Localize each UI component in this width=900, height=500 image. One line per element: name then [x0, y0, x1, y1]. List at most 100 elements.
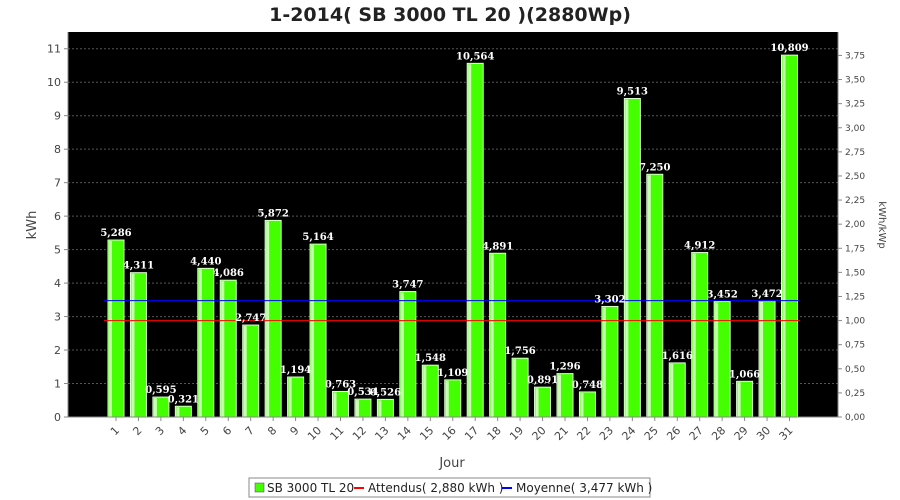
bar-highlight [737, 382, 741, 417]
bar-group [129, 272, 147, 418]
grid [68, 48, 838, 385]
legend-label: Attendus( 2,880 kWh ) [368, 481, 503, 495]
x-tick-label: 11 [328, 424, 347, 443]
bar-highlight [266, 221, 270, 417]
bar-highlight [760, 301, 764, 417]
y2-tick-label: 1,25 [845, 292, 865, 302]
y2-tick-label: 1,75 [845, 244, 865, 254]
data-label: 10,809 [770, 43, 808, 54]
bar-highlight [535, 388, 539, 417]
x-tick-label: 19 [507, 424, 526, 443]
y2-tick-label: 3,00 [845, 124, 865, 134]
bar-highlight [243, 326, 247, 417]
bar-group [332, 390, 349, 418]
data-label: 5,286 [100, 228, 131, 239]
x-tick-label: 18 [485, 424, 504, 443]
bar-group [511, 357, 529, 418]
bar-group [534, 386, 552, 418]
bar-highlight [692, 253, 696, 417]
bar-group [713, 300, 731, 418]
x-tick-label: 23 [597, 424, 616, 443]
y2-tick-label: 3,50 [845, 76, 865, 86]
legend-box [248, 477, 651, 498]
y-tick-label: 7 [54, 177, 61, 190]
bar-highlight [333, 392, 337, 417]
bar-group [668, 362, 686, 418]
bar-group [107, 239, 125, 418]
bar-highlight [176, 407, 180, 417]
x-tick-label: 10 [305, 424, 324, 443]
data-label: 7,250 [639, 162, 670, 173]
y2-axis-label: kWh/kWp [876, 201, 887, 248]
y2-tick-label: 1,00 [845, 317, 865, 327]
legend-label: SB 3000 TL 20 [267, 481, 354, 495]
y-tick-label: 10 [47, 76, 61, 89]
x-tick-label: 2 [130, 424, 144, 438]
x-axis-label: Jour [438, 456, 465, 471]
data-label: 1,756 [504, 346, 535, 357]
bar-highlight [153, 398, 157, 417]
bar-group [444, 379, 462, 418]
bar-highlight [221, 281, 225, 417]
y2-tick-label: 3,75 [845, 51, 865, 61]
data-label: 2,747 [235, 313, 266, 324]
data-label: 1,548 [415, 353, 446, 364]
y-axis-label: kWh [25, 211, 40, 240]
bar-highlight [355, 400, 359, 417]
bar-group [309, 243, 327, 418]
bar-highlight [423, 366, 427, 417]
plot-area [68, 32, 838, 417]
x-tick-label: 8 [265, 424, 279, 438]
bar-group [466, 62, 484, 418]
bar-highlight [198, 269, 202, 417]
data-label: 0,763 [325, 379, 356, 390]
x-tick-label: 30 [754, 424, 773, 443]
y2-tick-label: 0,75 [845, 341, 865, 351]
y-axis: 0 1 2 3 4 5 6 7 8 9 10 11 [47, 32, 69, 424]
data-label: 4,891 [482, 241, 513, 252]
bar-group [736, 380, 754, 418]
y-tick-label: 2 [54, 344, 61, 357]
bar-group [287, 376, 305, 418]
data-label: 0,526 [370, 387, 401, 398]
bar-group [758, 300, 776, 418]
bar-group [691, 252, 709, 418]
data-label: 5,164 [302, 232, 333, 243]
bar-highlight [445, 380, 449, 417]
x-tick-label: 24 [619, 424, 638, 443]
y-tick-label: 3 [54, 311, 61, 324]
data-label: 1,066 [729, 369, 760, 380]
x-tick-label: 3 [153, 424, 167, 438]
data-label: 3,452 [706, 289, 737, 300]
y-tick-label: 1 [54, 378, 61, 391]
bar-group [174, 405, 192, 418]
x-tick-label: 6 [220, 424, 234, 438]
bar-highlight [468, 64, 472, 417]
bar-group [556, 373, 574, 418]
data-label: 4,440 [190, 256, 221, 267]
bar-group [781, 54, 798, 418]
x-tick-label: 26 [664, 424, 683, 443]
y-tick-label: 11 [47, 43, 61, 56]
bars [107, 54, 798, 418]
bar-group [242, 324, 260, 418]
bar-group [376, 398, 394, 418]
bar-highlight [782, 56, 786, 417]
x-tick-label: 1 [108, 424, 122, 438]
x-tick-label: 25 [642, 424, 661, 443]
bar-group [264, 219, 282, 418]
chart-title: 1-2014( SB 3000 TL 20 )(2880Wp) [269, 4, 631, 26]
y-tick-label: 5 [54, 244, 61, 257]
data-label: 3,472 [751, 289, 782, 300]
data-label: 0,891 [527, 375, 558, 386]
y-tick-label: 8 [54, 143, 61, 156]
y2-tick-label: 2,75 [845, 148, 865, 158]
x-tick-label: 27 [687, 424, 706, 443]
data-label: 10,564 [456, 51, 494, 62]
bar-highlight [602, 307, 606, 417]
bar-highlight [311, 245, 315, 417]
y2-tick-label: 2,25 [845, 196, 865, 206]
y-tick-label: 6 [54, 210, 61, 223]
x-tick-label: 7 [243, 424, 257, 438]
